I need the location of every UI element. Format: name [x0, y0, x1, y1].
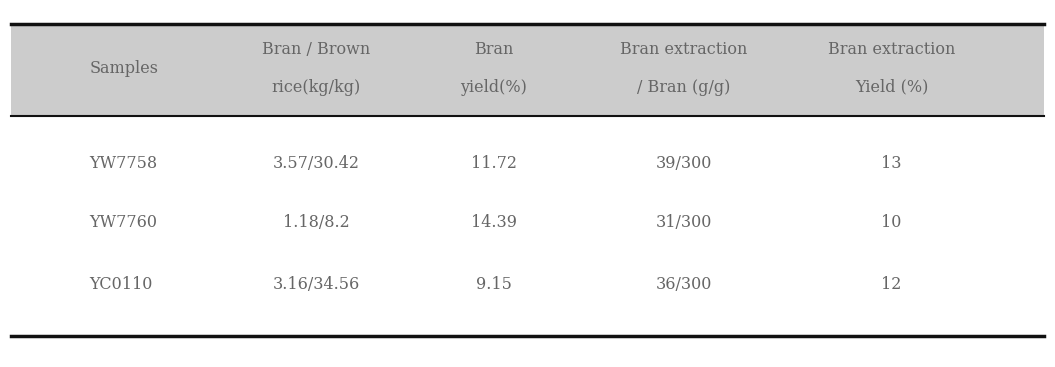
- Text: 10: 10: [881, 214, 902, 230]
- Text: 31/300: 31/300: [655, 214, 712, 230]
- Text: yield(%): yield(%): [460, 79, 528, 96]
- Text: 11.72: 11.72: [471, 155, 517, 172]
- Text: 39/300: 39/300: [655, 155, 712, 172]
- Text: 3.57/30.42: 3.57/30.42: [273, 155, 360, 172]
- Text: 9.15: 9.15: [476, 276, 512, 293]
- Text: 13: 13: [881, 155, 902, 172]
- Text: / Bran (g/g): / Bran (g/g): [637, 79, 730, 96]
- Text: 12: 12: [881, 276, 902, 293]
- Text: Yield (%): Yield (%): [855, 79, 928, 96]
- Text: 14.39: 14.39: [471, 214, 517, 230]
- Text: Bran extraction: Bran extraction: [620, 41, 747, 58]
- Text: YW7760: YW7760: [90, 214, 157, 230]
- Text: 36/300: 36/300: [655, 276, 712, 293]
- Text: YC0110: YC0110: [90, 276, 153, 293]
- Text: 1.18/8.2: 1.18/8.2: [283, 214, 350, 230]
- Text: Samples: Samples: [90, 60, 158, 77]
- Text: rice(kg/kg): rice(kg/kg): [272, 79, 361, 96]
- Text: Bran extraction: Bran extraction: [828, 41, 955, 58]
- Text: Bran: Bran: [474, 41, 514, 58]
- Text: Bran / Brown: Bran / Brown: [263, 41, 370, 58]
- Text: YW7758: YW7758: [90, 155, 158, 172]
- Bar: [11, 24, 1044, 116]
- Text: 3.16/34.56: 3.16/34.56: [273, 276, 360, 293]
